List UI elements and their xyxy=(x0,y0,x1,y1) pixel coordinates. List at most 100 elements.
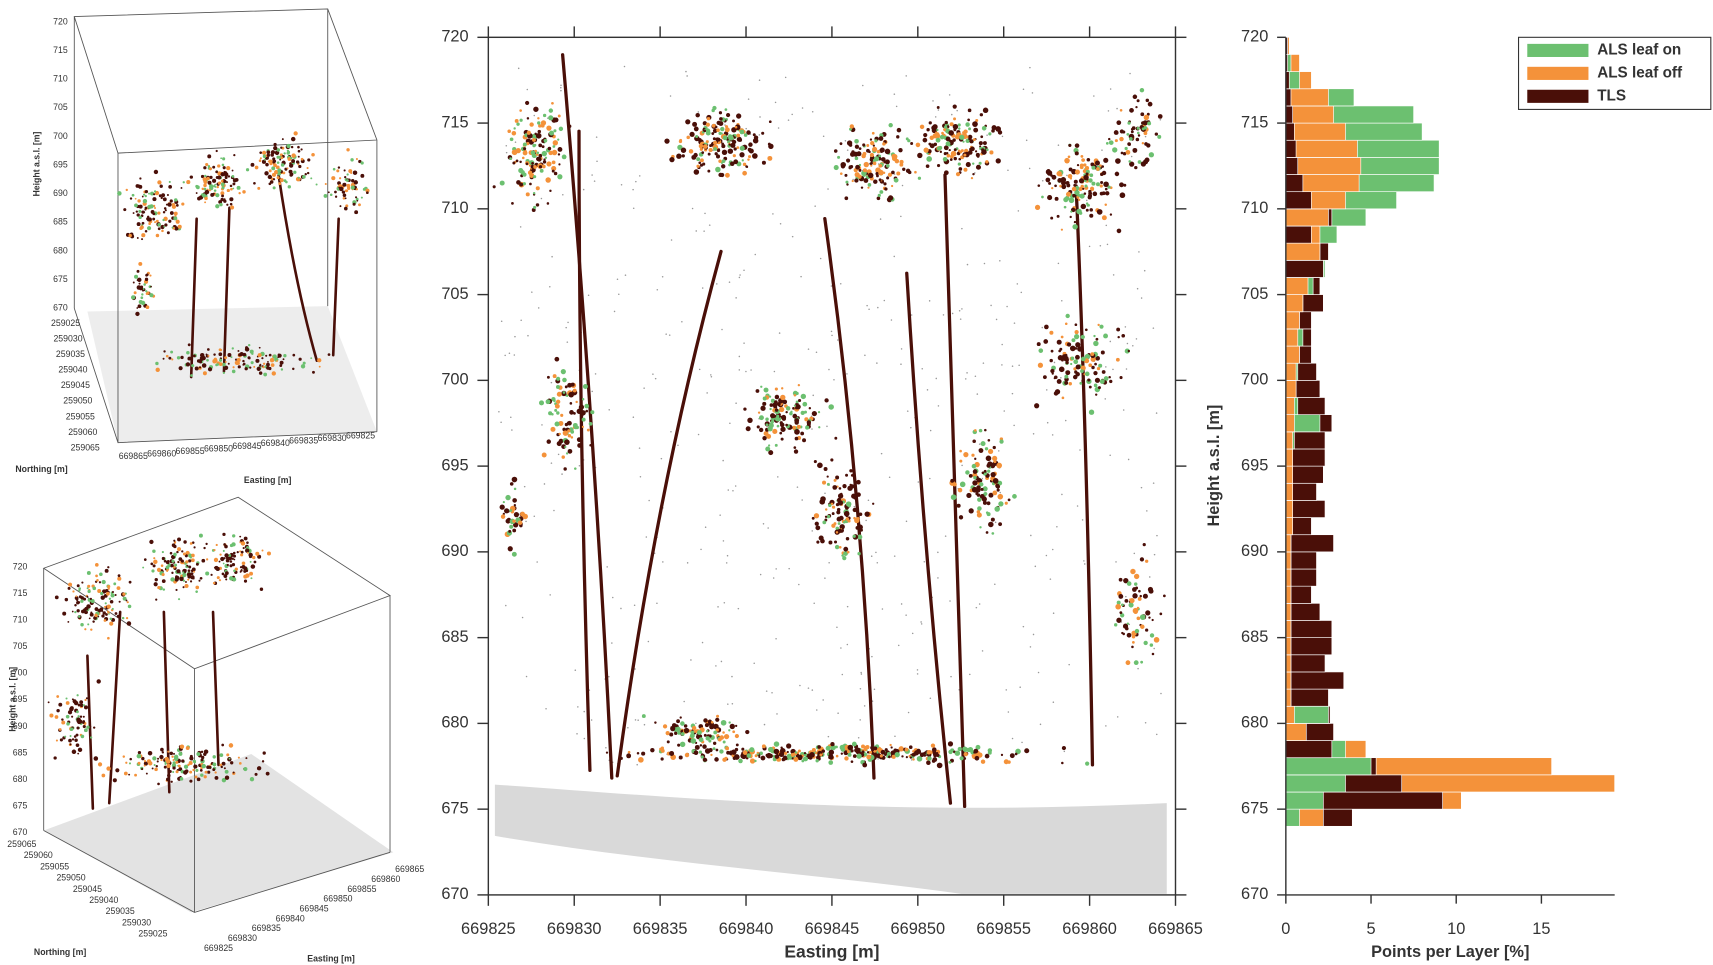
cloud-point xyxy=(834,522,837,525)
cloud-point xyxy=(177,547,181,551)
cloud-point xyxy=(726,751,730,755)
noise-point xyxy=(1115,561,1117,563)
cloud-point xyxy=(721,164,725,168)
cloud-point xyxy=(713,747,716,750)
cloud-point xyxy=(1058,350,1061,353)
cloud-point xyxy=(59,728,62,731)
cloud-point xyxy=(545,157,547,159)
cloud-point xyxy=(136,211,138,213)
noise-point xyxy=(608,676,610,678)
cloud-point xyxy=(72,611,74,613)
cloud-point xyxy=(503,501,505,503)
noise-point xyxy=(501,320,503,322)
cloud-point xyxy=(760,406,765,411)
cloud-point xyxy=(148,193,150,195)
cloud-point xyxy=(562,378,567,383)
cloud-point xyxy=(664,139,669,144)
cloud-point xyxy=(238,757,240,759)
cloud-point xyxy=(865,745,869,749)
cloud-point xyxy=(221,766,223,768)
noise-point xyxy=(1138,251,1140,253)
cloud-point xyxy=(324,194,328,198)
cloud-point xyxy=(242,364,244,366)
cloud-point xyxy=(933,753,937,757)
cloud-point xyxy=(883,161,886,164)
cloud-point xyxy=(355,196,357,198)
cloud-point xyxy=(1061,184,1066,189)
cloud-point xyxy=(740,146,745,151)
cloud-point xyxy=(117,615,120,618)
cloud-point xyxy=(863,168,867,172)
cloud-point xyxy=(1012,494,1017,499)
cloud-point xyxy=(1038,184,1041,187)
cloud-point xyxy=(721,144,725,148)
cloud-point xyxy=(534,144,536,146)
cloud-point xyxy=(545,177,550,182)
cloud-point xyxy=(77,715,79,717)
cloud-point xyxy=(1110,213,1112,215)
cloud-point xyxy=(1057,215,1060,218)
cloud-point xyxy=(94,756,99,761)
cloud-point xyxy=(844,174,847,177)
cloud-point xyxy=(208,181,212,185)
noise-point xyxy=(655,378,657,380)
cloud-point xyxy=(262,160,266,164)
cloud-point xyxy=(906,756,908,758)
trunk xyxy=(213,612,218,765)
cloud-point xyxy=(1125,147,1128,150)
noise-point xyxy=(860,672,862,674)
cloud-point xyxy=(696,165,699,168)
cloud-point xyxy=(205,571,209,575)
cloud-point xyxy=(1131,128,1134,131)
noise-point xyxy=(920,621,922,623)
cloud-point xyxy=(792,426,796,430)
noise-point xyxy=(1146,510,1148,512)
noise-point xyxy=(1046,389,1048,391)
cloud-point xyxy=(118,574,121,577)
cloud-point xyxy=(1128,350,1130,352)
y-tick-label: 690 xyxy=(1241,542,1268,560)
y-tick-label: 710 xyxy=(1241,199,1268,217)
cloud-point xyxy=(185,560,188,563)
noise-point xyxy=(960,318,962,320)
cloud-point xyxy=(1091,166,1095,170)
noise-point xyxy=(596,161,598,163)
cloud-point xyxy=(804,752,806,754)
noise-point xyxy=(785,77,787,79)
cloud-point xyxy=(255,773,258,776)
cloud-point xyxy=(217,164,220,167)
cloud-point xyxy=(230,188,233,191)
cloud-point xyxy=(262,550,264,552)
cloud-point xyxy=(941,132,944,135)
cloud-point xyxy=(812,748,816,752)
noise-point xyxy=(745,128,747,130)
cloud-point xyxy=(157,223,161,227)
cloud-point xyxy=(167,560,170,563)
noise-point xyxy=(662,561,664,563)
cloud-point xyxy=(959,150,962,153)
cloud-point xyxy=(89,726,91,728)
cloud-point xyxy=(289,163,293,167)
cloud-point xyxy=(548,147,552,151)
noise-point xyxy=(1093,95,1095,97)
cloud-point xyxy=(1075,330,1079,334)
cloud-point xyxy=(775,444,778,447)
noise-point xyxy=(905,614,907,616)
cloud-point xyxy=(301,148,303,150)
cloud-point xyxy=(886,164,890,168)
cloud-point xyxy=(154,190,156,192)
cloud-point xyxy=(822,481,826,485)
cloud-point xyxy=(891,171,895,175)
noise-point xyxy=(901,348,903,350)
cloud-point xyxy=(522,157,525,160)
cloud-point xyxy=(226,753,229,756)
cloud-point xyxy=(983,108,988,113)
noise-point xyxy=(520,226,522,228)
noise-point xyxy=(1153,482,1155,484)
cloud-point xyxy=(719,735,724,740)
cloud-point xyxy=(94,614,97,617)
cloud-point xyxy=(874,156,879,161)
cloud-point xyxy=(128,234,131,237)
cloud-point xyxy=(1057,178,1062,183)
cloud-point xyxy=(160,748,164,752)
